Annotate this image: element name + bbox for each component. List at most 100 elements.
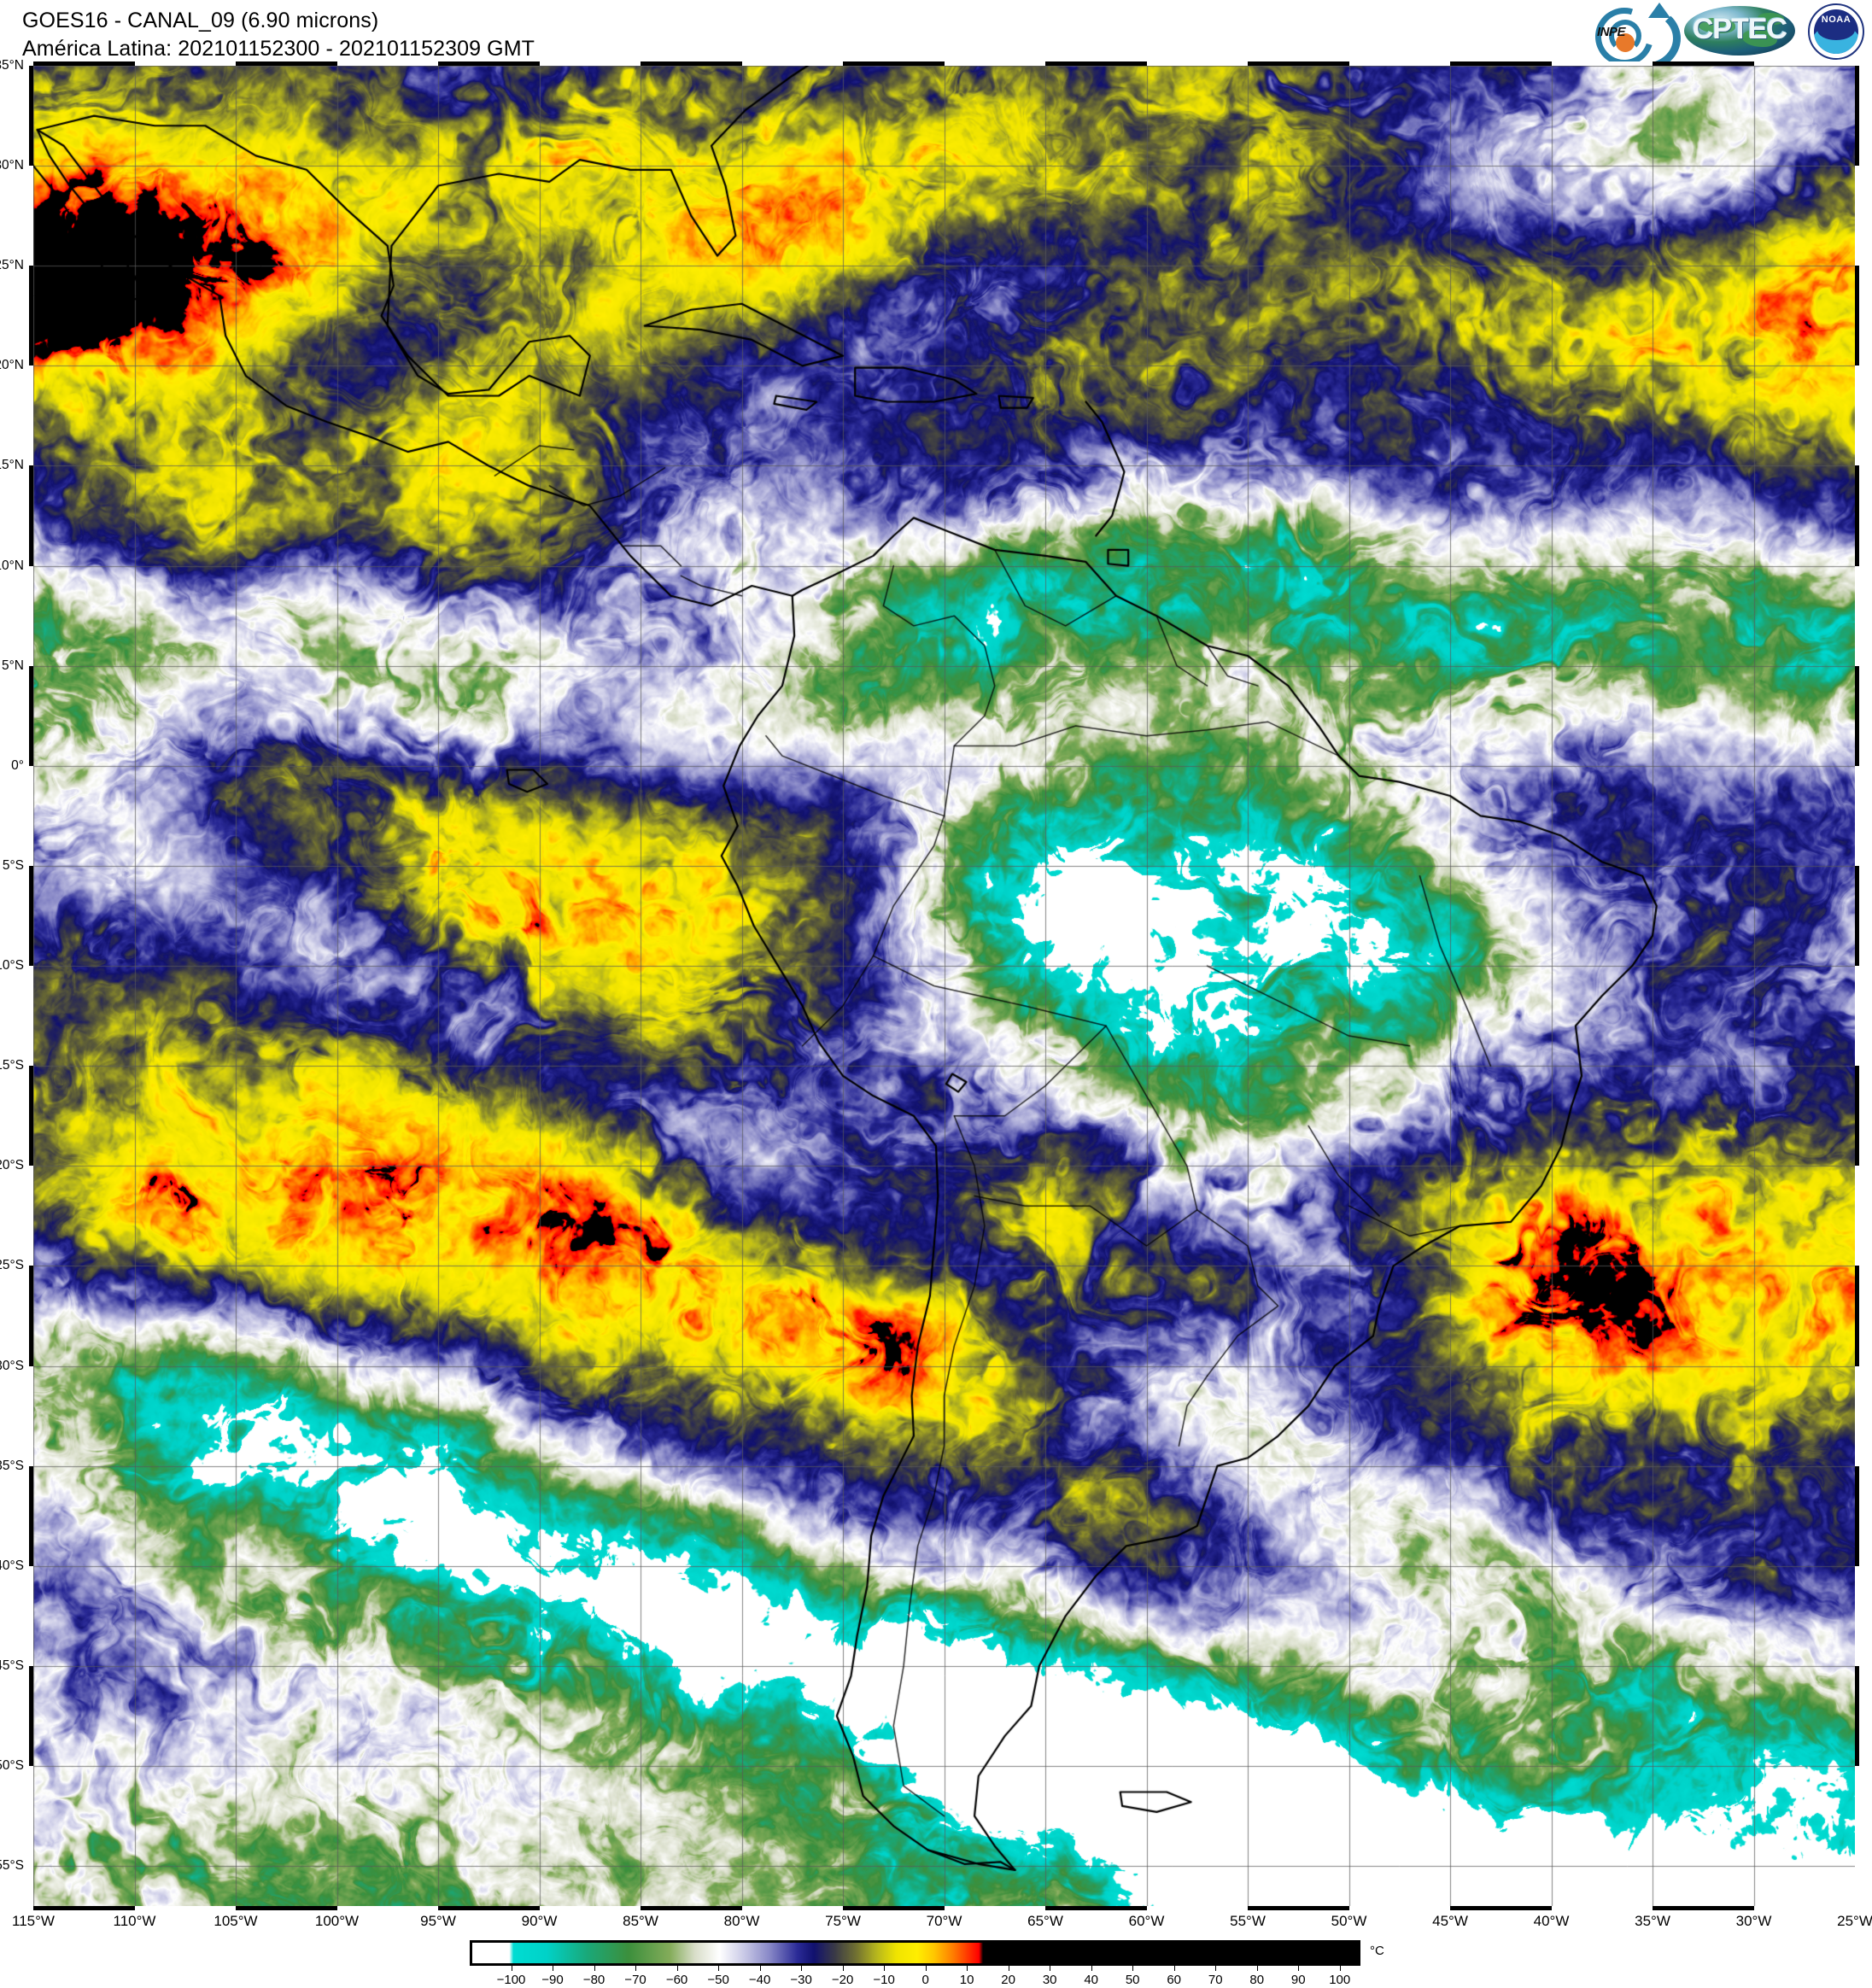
axis-tick-segment (438, 61, 540, 66)
axis-tick-segment (438, 1906, 540, 1910)
axis-tick-segment (29, 266, 33, 366)
axis-tick-segment (1248, 61, 1349, 66)
colorbar-tick-mark (1215, 1966, 1217, 1971)
header-bar: GOES16 - CANAL_09 (6.90 microns) América… (0, 0, 1872, 76)
colorbar-tick-mark (759, 1966, 761, 1971)
axis-tick-segment (1045, 61, 1147, 66)
longitude-tick-label: 75°W (825, 1913, 861, 1929)
longitude-tick-label: 40°W (1533, 1913, 1570, 1929)
axis-tick-segment (1855, 266, 1859, 366)
colorbar-tick-label: −100 (496, 1973, 526, 1987)
axis-tick-segment (641, 1906, 742, 1910)
map-axis-top (29, 61, 1859, 66)
colorbar-tick-label: −90 (541, 1973, 564, 1987)
latitude-tick-label: 55°S (0, 1858, 24, 1874)
latitude-tick-label: 30°S (0, 1358, 24, 1373)
colorbar-tick-label: 20 (1001, 1973, 1015, 1987)
colorbar-tick-label: 30 (1042, 1973, 1057, 1987)
longitude-tick-label: 80°W (723, 1913, 760, 1929)
title-block: GOES16 - CANAL_09 (6.90 microns) América… (22, 7, 535, 62)
inpe-arrow-icon (1648, 3, 1670, 18)
satellite-map[interactable] (29, 61, 1859, 1910)
cptec-logo-text: CPTEC (1692, 13, 1787, 45)
map-axis-right (1855, 61, 1859, 1910)
latitude-tick-label: 15°S (0, 1058, 24, 1073)
colorbar-tick-mark (1091, 1966, 1092, 1971)
colorbar-tick-mark (925, 1966, 927, 1971)
longitude-tick-label: 90°W (521, 1913, 558, 1929)
colorbar-tick-label: 10 (959, 1973, 974, 1987)
latitude-tick-label: 50°S (0, 1758, 24, 1774)
longitude-tick-label: 95°W (420, 1913, 456, 1929)
axis-tick-segment (1450, 61, 1552, 66)
axis-tick-segment (236, 61, 337, 66)
colorbar-tick-label: −70 (624, 1973, 646, 1987)
colorbar-tick-mark (884, 1966, 886, 1971)
latitude-tick-label: 20°S (0, 1158, 24, 1173)
colorbar-tick-mark (801, 1966, 803, 1971)
colorbar-tick-mark (1132, 1966, 1134, 1971)
inpe-inner-ring-shape (1609, 20, 1641, 52)
colorbar-tick-mark (1298, 1966, 1300, 1971)
colorbar-tick-mark (635, 1966, 637, 1971)
cptec-globe-icon (1684, 6, 1795, 56)
page-subtitle: América Latina: 202101152300 - 202101152… (22, 36, 535, 61)
longitude-tick-label: 105°W (214, 1913, 258, 1929)
longitude-tick-label: 30°W (1735, 1913, 1772, 1929)
axis-tick-segment (236, 1906, 337, 1910)
colorbar-tick-mark (842, 1966, 844, 1971)
longitude-tick-label: 55°W (1230, 1913, 1266, 1929)
colorbar-tick-label: 70 (1208, 1973, 1223, 1987)
colorbar-tick-label: 90 (1290, 1973, 1306, 1987)
axis-tick-segment (843, 61, 945, 66)
colorbar-tick-labels: −100 −90 −80 −70 −60 −50 −40 −30 −20 −10 0 10 20 30 40… (470, 1966, 1360, 1987)
axis-tick-segment (641, 61, 742, 66)
axis-tick-segment (1855, 665, 1859, 766)
axis-tick-segment (29, 1465, 33, 1566)
noaa-seal-shape: NOAA (1807, 3, 1865, 61)
axis-tick-segment (29, 665, 33, 766)
axis-tick-segment (29, 1266, 33, 1366)
colorbar-tick-mark (1339, 1966, 1341, 1971)
axis-tick-segment (1653, 61, 1754, 66)
colorbar-tick-mark (967, 1966, 968, 1971)
longitude-tick-label: 45°W (1432, 1913, 1468, 1929)
colorbar-tick-label: 0 (921, 1973, 929, 1987)
map-axis-left (29, 61, 33, 1910)
inpe-orange-dot-icon (1616, 33, 1635, 52)
latitude-tick-labels: 35°N 30°N 25°N 20°N 15°N 10°N 5°N 0° 5°S 10°S 15°S… (0, 58, 29, 1910)
axis-tick-segment (1855, 1266, 1859, 1366)
longitude-tick-label: 85°W (623, 1913, 658, 1929)
noaa-logo: NOAA (1807, 3, 1865, 61)
colorbar-tick-label: 80 (1249, 1973, 1265, 1987)
axis-tick-segment (1450, 1906, 1552, 1910)
axis-tick-segment (29, 1665, 33, 1767)
axis-tick-segment (29, 1066, 33, 1166)
latitude-tick-label: 10°N (0, 558, 24, 573)
axis-tick-segment (29, 66, 33, 167)
longitude-tick-label: 115°W (12, 1913, 55, 1929)
latitude-tick-label: 10°S (0, 958, 24, 974)
axis-tick-segment (33, 61, 135, 66)
colorbar-tick-mark (1173, 1966, 1175, 1971)
cptec-landmass-shape (1757, 13, 1784, 26)
latitude-tick-label: 5°N (1, 658, 24, 673)
longitude-tick-label: 35°W (1635, 1913, 1670, 1929)
longitude-tick-label: 70°W (926, 1913, 962, 1929)
logo-group: INPE CPTEC NOAA (1585, 0, 1865, 76)
latitude-tick-label: 0° (11, 757, 24, 773)
axis-tick-segment (1045, 1906, 1147, 1910)
colorbar-tick-mark (1256, 1966, 1258, 1971)
axis-tick-segment (1855, 465, 1859, 566)
satellite-image-canvas (33, 66, 1855, 1906)
axis-tick-segment (1855, 1665, 1859, 1767)
colorbar-tick-label: −30 (790, 1973, 812, 1987)
latitude-tick-label: 40°S (0, 1558, 24, 1573)
latitude-tick-label: 45°S (0, 1658, 24, 1673)
latitude-tick-label: 15°N (0, 458, 24, 473)
colorbar-gradient (472, 1943, 1358, 1963)
longitude-tick-label: 65°W (1027, 1913, 1063, 1929)
axis-tick-segment (1855, 865, 1859, 967)
latitude-tick-label: 25°N (0, 258, 24, 273)
axis-tick-segment (1855, 1465, 1859, 1566)
